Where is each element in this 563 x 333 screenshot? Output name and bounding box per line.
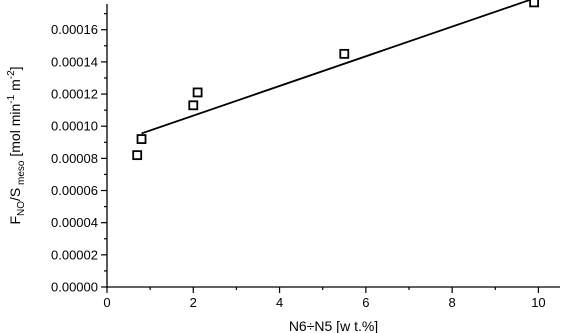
x-axis-title: N6÷N5 [w t.%]	[289, 318, 378, 333]
y-title-m: m	[7, 79, 23, 95]
y-title-f: F	[7, 216, 23, 225]
y-axis-ticks: 0.00000 0.00002 0.00004 0.00006 0.00008 0.000…	[51, 13, 107, 295]
x-tick-label: 6	[362, 295, 369, 310]
data-point	[529, 0, 540, 8]
y-title-unit: [mol min	[7, 104, 23, 161]
x-tick-label: 4	[276, 295, 283, 310]
y-tick-label: 0.00016	[51, 22, 98, 37]
x-tick-label: 10	[531, 295, 545, 310]
data-point	[136, 134, 147, 144]
data-point	[192, 87, 203, 98]
x-axis-ticks: 0 2 4 6 8 10	[103, 287, 546, 310]
x-tick-label: 0	[103, 295, 110, 310]
fit-line	[141, 0, 533, 135]
x-tick-label: 2	[190, 295, 197, 310]
y-axis-title: FNO/S meso [mol min-1 m-2]	[6, 66, 27, 224]
y-tick-label: 0.00012	[51, 87, 98, 102]
x-tick-label: 8	[449, 295, 456, 310]
y-tick-label: 0.00000	[51, 280, 98, 295]
plot-area	[132, 0, 540, 161]
data-point	[132, 150, 143, 161]
data-point	[339, 48, 350, 59]
y-title-s-sub: meso	[16, 160, 27, 188]
y-title-s: /S	[7, 188, 23, 201]
y-tick-label: 0.00004	[51, 215, 98, 230]
y-title-m-exp: -2	[6, 70, 17, 79]
y-tick-label: 0.00002	[51, 247, 98, 262]
data-point	[188, 100, 199, 111]
y-tick-label: 0.00014	[51, 54, 98, 69]
y-tick-label: 0.00008	[51, 151, 98, 166]
y-title-min-exp: -1	[6, 94, 17, 103]
y-tick-label: 0.00010	[51, 119, 98, 134]
y-title-f-sub: NO	[16, 201, 27, 216]
y-title-close: ]	[7, 66, 23, 70]
y-tick-label: 0.00006	[51, 183, 98, 198]
